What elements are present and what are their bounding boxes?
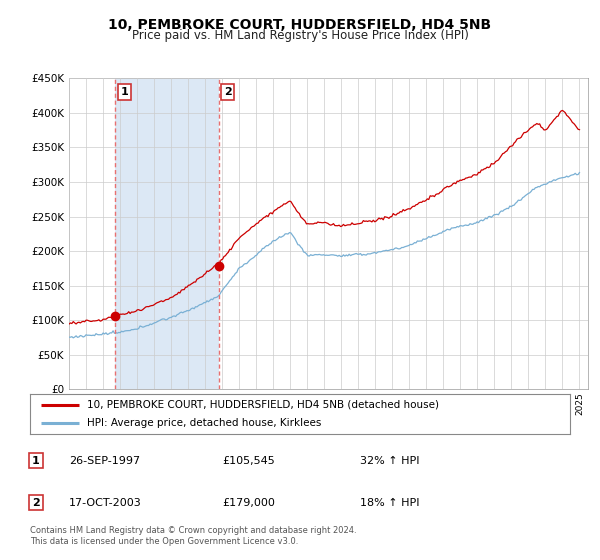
Text: Price paid vs. HM Land Registry's House Price Index (HPI): Price paid vs. HM Land Registry's House … xyxy=(131,29,469,42)
Text: £105,545: £105,545 xyxy=(222,456,275,465)
Text: 17-OCT-2003: 17-OCT-2003 xyxy=(69,498,142,507)
Text: 2: 2 xyxy=(32,498,40,507)
Text: 32% ↑ HPI: 32% ↑ HPI xyxy=(360,456,419,465)
Text: £179,000: £179,000 xyxy=(222,498,275,507)
Text: Contains HM Land Registry data © Crown copyright and database right 2024.
This d: Contains HM Land Registry data © Crown c… xyxy=(30,526,356,546)
Text: 18% ↑ HPI: 18% ↑ HPI xyxy=(360,498,419,507)
Text: 26-SEP-1997: 26-SEP-1997 xyxy=(69,456,140,465)
Text: 10, PEMBROKE COURT, HUDDERSFIELD, HD4 5NB (detached house): 10, PEMBROKE COURT, HUDDERSFIELD, HD4 5N… xyxy=(86,400,439,409)
Bar xyxy=(115,78,218,389)
Text: 10, PEMBROKE COURT, HUDDERSFIELD, HD4 5NB: 10, PEMBROKE COURT, HUDDERSFIELD, HD4 5N… xyxy=(109,18,491,32)
Text: 1: 1 xyxy=(121,87,128,97)
Text: 2: 2 xyxy=(224,87,232,97)
Text: HPI: Average price, detached house, Kirklees: HPI: Average price, detached house, Kirk… xyxy=(86,418,321,428)
Text: 1: 1 xyxy=(32,456,40,465)
